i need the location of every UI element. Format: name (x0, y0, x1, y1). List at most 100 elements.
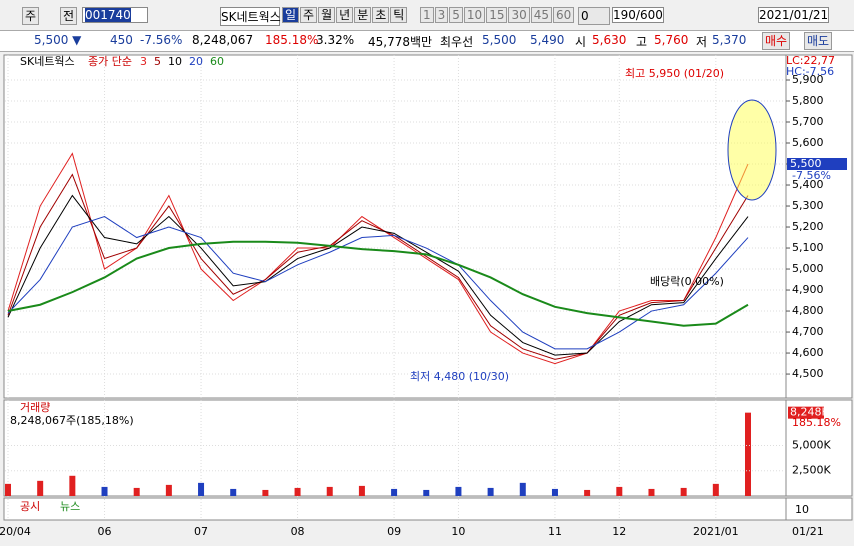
volume: 8,248,067 (192, 33, 254, 47)
market[interactable]: 주 (22, 7, 40, 25)
sell[interactable]: 매도 (804, 32, 833, 50)
number-button[interactable]: 60 (553, 7, 575, 23)
date[interactable]: 2021/01/21 (758, 7, 830, 23)
chart: 4,500 4,600 4,700 4,800 4,900 5,000 5,100 5,200… (0, 54, 853, 538)
y-tick-label: 5,000K (792, 438, 831, 451)
period-tab[interactable]: 월 (318, 7, 336, 23)
annotation: 5,500 (790, 157, 822, 170)
volume-bar (37, 480, 44, 496)
number-button[interactable]: 5 (449, 7, 463, 23)
ma-line (7, 215, 749, 350)
count[interactable]: 190/600 (612, 7, 664, 23)
low: 5,370 (712, 33, 747, 47)
label-box (788, 406, 824, 419)
buy[interactable]: 매수 (762, 32, 791, 50)
vol-ratio: 185.18% (265, 33, 319, 47)
legend-label: 종가 단순 (88, 55, 132, 68)
volume-bar (648, 488, 655, 496)
y-tick-label: 4,800 (792, 304, 824, 317)
period-tab[interactable]: 일 (282, 7, 300, 23)
ask: 5,500 (482, 33, 517, 47)
x-tick-label: 2020/04 (0, 525, 31, 538)
y-tick-label: 4,500 (792, 367, 824, 380)
x-tick-label: 12 (612, 525, 626, 538)
legend-item: 60 (210, 55, 224, 68)
period-tab[interactable]: 분 (354, 7, 372, 23)
annotation: 185.18% (792, 416, 841, 429)
period-tab[interactable]: 초 (372, 7, 390, 23)
ma-line (7, 240, 749, 327)
y-tick-label: 5,100 (792, 241, 824, 254)
y-tick-label: 4,700 (792, 325, 824, 338)
number-button[interactable]: 3 (434, 7, 449, 23)
y-tick-label: 4,900 (792, 283, 824, 296)
period-tab[interactable]: 틱 (390, 7, 408, 23)
volume-bar (69, 475, 76, 496)
x-tick-label: 10 (451, 525, 465, 538)
volume-subtitle: 8,248,067주(185,18%) (10, 414, 134, 427)
volume-bar (680, 487, 687, 496)
open-label: 시 (575, 35, 587, 49)
volume-bar (133, 487, 140, 496)
code[interactable]: 001740 (85, 8, 131, 22)
volume-bar (101, 486, 108, 496)
annotation: LC:22,77 (786, 54, 835, 67)
volume-bar (551, 488, 558, 496)
x-tick-label: 08 (291, 525, 305, 538)
highlight (727, 99, 777, 201)
annotation: HC:-7.56 (786, 65, 834, 78)
news-tab: 뉴스 (60, 500, 80, 513)
amount: 45,778백만 (368, 35, 433, 49)
annotation: 최고 5,950 (01/20) (625, 67, 724, 80)
legend-item: 5 (154, 55, 161, 68)
number-button[interactable]: 1 (420, 7, 434, 23)
volume-bar (519, 482, 526, 496)
price-pane (3, 54, 787, 399)
x-last-date: 01/21 (792, 525, 824, 538)
volume-bar (230, 488, 237, 496)
number-button[interactable]: 15 (486, 7, 508, 23)
annotation: 최저 4,480 (10/30) (410, 370, 509, 383)
y-tick-label: 4,600 (792, 346, 824, 359)
quote-bar (0, 30, 854, 52)
news-axis (785, 497, 853, 521)
zero[interactable]: 0 (578, 7, 610, 25)
number-button[interactable]: 30 (508, 7, 530, 23)
volume-bar (358, 485, 365, 496)
volume-pane (3, 399, 787, 497)
legend-item: 10 (168, 55, 182, 68)
x-tick-label: 2021/01 (693, 525, 739, 538)
volume-bar (198, 482, 205, 496)
y-tick-label: 5,900 (792, 73, 824, 86)
volume-bar (616, 486, 623, 496)
best-label: 최우선 (440, 35, 474, 49)
y-tick-label: 5,200 (792, 220, 824, 233)
volume-bar (423, 489, 430, 496)
bid: 5,490 (530, 33, 565, 47)
news-scale: 10 (795, 503, 809, 516)
news-tab: 공시 (20, 500, 40, 513)
volume-bar (455, 486, 462, 496)
numbers: 1 3 5 10 15 30 45 60 (420, 7, 575, 23)
chart-title: SK네트웍스 (20, 55, 75, 68)
x-tick-label: 11 (548, 525, 562, 538)
open: 5,630 (592, 33, 627, 47)
y-tick-label: 5,700 (792, 115, 824, 128)
period-tab[interactable]: 주 (300, 7, 318, 23)
annotation: 배당락(0.00%) (650, 275, 724, 288)
y-tick-label: 5,300 (792, 199, 824, 212)
change-pct: -7.56% (140, 33, 183, 47)
volume-bar (712, 483, 719, 496)
high-label: 고 (636, 35, 648, 49)
stock-name[interactable]: SK네트웍스 (220, 7, 281, 26)
volume-bar (294, 487, 301, 496)
x-tick-label: 06 (98, 525, 112, 538)
period-type[interactable]: 전 (60, 7, 78, 25)
y-tick-label: 5,800 (792, 94, 824, 107)
period-tab[interactable]: 년 (336, 7, 354, 23)
volume-bar (326, 486, 333, 496)
turnover: 3.32% (316, 33, 355, 47)
number-button[interactable]: 45 (530, 7, 553, 23)
x-tick-label: 07 (194, 525, 208, 538)
number-button[interactable]: 10 (463, 7, 486, 23)
